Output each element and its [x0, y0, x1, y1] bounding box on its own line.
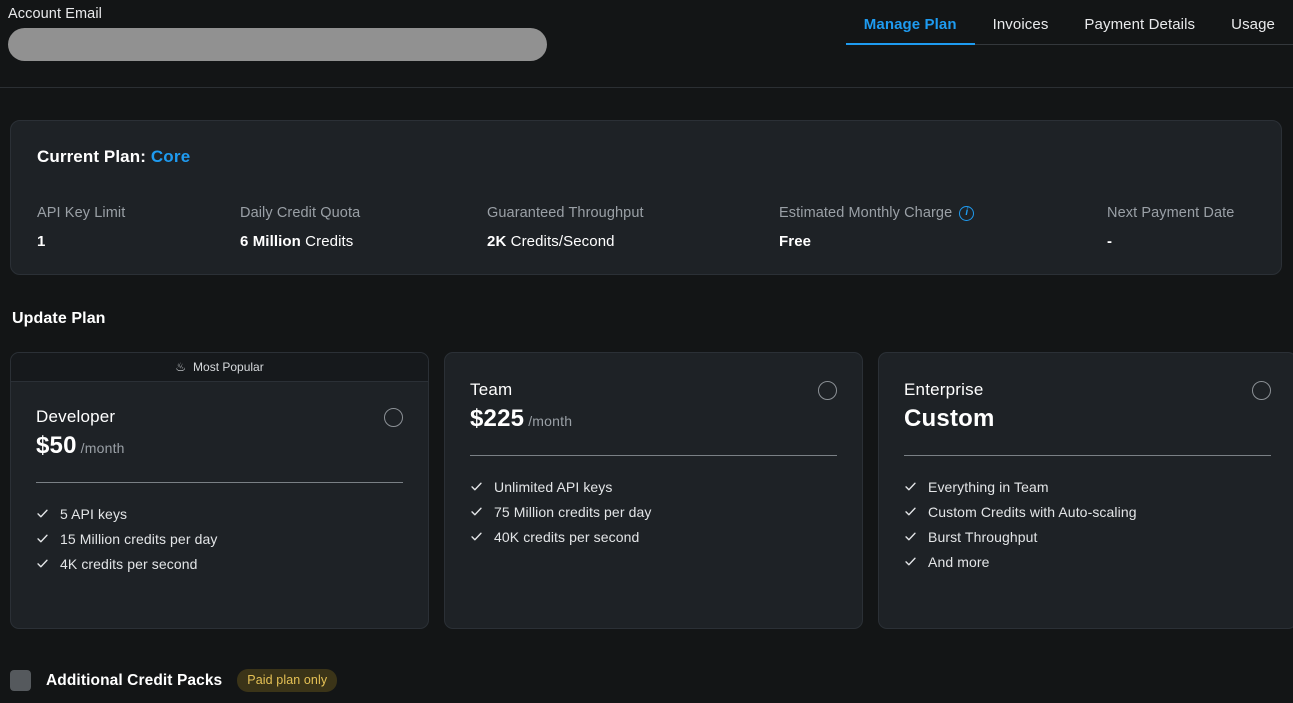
list-item: And more [904, 549, 1271, 574]
stat-value: 1 [37, 233, 46, 250]
tab-payment-details[interactable]: Payment Details [1084, 16, 1196, 33]
stat-next-payment-date: Next Payment Date - [1107, 205, 1287, 250]
list-item: Everything in Team [904, 474, 1271, 499]
current-plan-title-prefix: Current Plan: [37, 147, 146, 166]
list-item: 4K credits per second [36, 551, 403, 576]
check-icon [471, 507, 482, 516]
stat-label: Guaranteed Throughput [487, 205, 644, 221]
plan-price-period: /month [80, 440, 125, 456]
feature-label: Burst Throughput [928, 528, 1038, 545]
flame-icon: ♨ [175, 360, 187, 374]
plan-card-enterprise[interactable]: Enterprise Custom Everything in Team Cus… [878, 352, 1293, 629]
feature-label: And more [928, 553, 990, 570]
stat-value: Free [779, 233, 812, 250]
check-icon [905, 557, 916, 566]
list-item: Burst Throughput [904, 524, 1271, 549]
tab-invoices[interactable]: Invoices [992, 16, 1049, 33]
current-plan-name: Core [150, 147, 191, 166]
plan-price-amount: $225 [470, 405, 525, 432]
plan-card-team[interactable]: Team $225/month Unlimited API keys 75 Mi… [444, 352, 863, 629]
divider [36, 482, 403, 483]
most-popular-badge: ♨ Most Popular [11, 353, 428, 382]
feature-label: 40K credits per second [494, 528, 640, 545]
plan-radio-developer[interactable] [384, 408, 403, 427]
stat-guaranteed-throughput: Guaranteed Throughput 2K Credits/Second [487, 205, 779, 250]
stat-label: Estimated Monthly Charge [779, 205, 953, 221]
divider [904, 455, 1271, 456]
feature-label: Unlimited API keys [494, 478, 613, 495]
feature-label: 4K credits per second [60, 555, 198, 572]
plan-card-list: ♨ Most Popular Developer $50/month 5 API… [10, 352, 1293, 629]
tab-usage[interactable]: Usage [1231, 16, 1275, 33]
plan-feature-list: Unlimited API keys 75 Million credits pe… [470, 474, 837, 549]
plan-radio-enterprise[interactable] [1252, 381, 1271, 400]
plan-price-amount: $50 [36, 432, 77, 459]
plan-radio-team[interactable] [818, 381, 837, 400]
stat-estimated-monthly-charge: Estimated Monthly Charge i Free [779, 205, 1107, 250]
feature-label: 75 Million credits per day [494, 503, 652, 520]
list-item: Custom Credits with Auto-scaling [904, 499, 1271, 524]
additional-credit-packs-row: Additional Credit Packs Paid plan only [10, 669, 338, 692]
feature-label: 5 API keys [60, 505, 128, 522]
stat-label: Daily Credit Quota [240, 205, 361, 221]
plan-feature-list: 5 API keys 15 Million credits per day 4K… [36, 501, 403, 576]
check-icon [905, 532, 916, 541]
additional-credit-packs-label: Additional Credit Packs [46, 671, 223, 689]
feature-label: 15 Million credits per day [60, 530, 218, 547]
plan-name: Enterprise [904, 380, 984, 399]
page-header: Account Email Manage Plan Invoices Payme… [0, 0, 1293, 88]
check-icon [37, 509, 48, 518]
paid-plan-only-badge: Paid plan only [237, 669, 338, 692]
plan-price-period: /month [528, 413, 573, 429]
divider [470, 455, 837, 456]
stat-value: 2K Credits/Second [487, 233, 615, 250]
nav-tabs: Manage Plan Invoices Payment Details Usa… [845, 16, 1293, 45]
stat-value: - [1107, 233, 1113, 250]
additional-credit-packs-checkbox[interactable] [10, 670, 31, 691]
list-item: 40K credits per second [470, 524, 837, 549]
list-item: 75 Million credits per day [470, 499, 837, 524]
stat-label: API Key Limit [37, 205, 126, 221]
info-icon[interactable]: i [959, 205, 975, 221]
plan-name: Team [470, 380, 513, 399]
plan-card-developer[interactable]: ♨ Most Popular Developer $50/month 5 API… [10, 352, 429, 629]
stat-label: Next Payment Date [1107, 205, 1235, 221]
current-plan-title: Current Plan: Core [37, 147, 1255, 167]
stat-api-key-limit: API Key Limit 1 [37, 205, 240, 250]
plan-price: Custom [904, 405, 1271, 433]
feature-label: Everything in Team [928, 478, 1049, 495]
check-icon [37, 534, 48, 543]
list-item: Unlimited API keys [470, 474, 837, 499]
plan-price: $225/month [470, 405, 837, 433]
check-icon [905, 507, 916, 516]
list-item: 5 API keys [36, 501, 403, 526]
plan-feature-list: Everything in Team Custom Credits with A… [904, 474, 1271, 574]
plan-price: $50/month [36, 432, 403, 460]
check-icon [471, 532, 482, 541]
plan-price-amount: Custom [904, 405, 995, 432]
check-icon [471, 482, 482, 491]
feature-label: Custom Credits with Auto-scaling [928, 503, 1137, 520]
account-email-block: Account Email [8, 6, 548, 61]
tab-manage-plan[interactable]: Manage Plan [845, 16, 975, 45]
most-popular-label: Most Popular [193, 360, 264, 374]
check-icon [37, 559, 48, 568]
check-icon [905, 482, 916, 491]
update-plan-heading: Update Plan [12, 310, 106, 327]
plan-name: Developer [36, 407, 116, 426]
stat-value: 6 Million Credits [240, 233, 354, 250]
stat-daily-credit-quota: Daily Credit Quota 6 Million Credits [240, 205, 487, 250]
account-email-label: Account Email [8, 6, 102, 22]
current-plan-card: Current Plan: Core API Key Limit 1 Daily… [10, 120, 1282, 275]
list-item: 15 Million credits per day [36, 526, 403, 551]
account-email-input[interactable] [8, 28, 547, 61]
current-plan-stats: API Key Limit 1 Daily Credit Quota 6 Mil… [37, 205, 1255, 250]
